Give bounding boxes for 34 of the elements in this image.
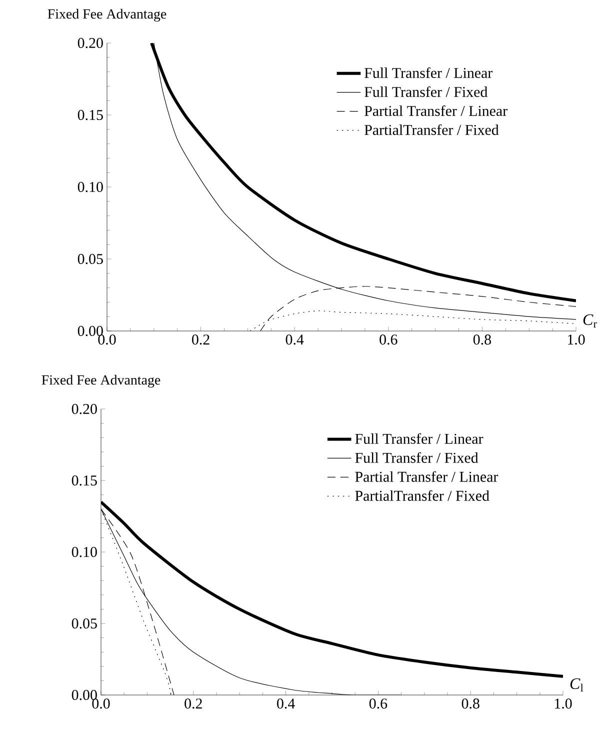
y-tick-label: 0.20 bbox=[78, 38, 103, 48]
y-tick-label: 0.05 bbox=[78, 254, 103, 264]
y-tick-label: 0.15 bbox=[78, 110, 103, 120]
x-tick-label: 0.4 bbox=[286, 334, 304, 345]
x-tick-label: 0.4 bbox=[277, 698, 295, 709]
y-axis-title: Fixed Fee Advantage bbox=[42, 374, 160, 388]
x-tick-label: 0.6 bbox=[380, 334, 398, 345]
y-tick-label: 0.10 bbox=[78, 182, 103, 192]
y-tick-label: 0.20 bbox=[72, 404, 97, 414]
legend-label: PartialTransfer / Fixed bbox=[355, 490, 490, 501]
x-tick-label: 0.8 bbox=[462, 698, 480, 709]
y-tick-label: 0.00 bbox=[78, 326, 103, 336]
y-tick-label: 0.10 bbox=[72, 546, 97, 558]
legend-label: Partial Transfer / Linear bbox=[355, 471, 498, 482]
y-tick-label: 0.00 bbox=[72, 690, 97, 700]
legend-label: Full Transfer / Fixed bbox=[355, 452, 478, 463]
x-axis-title: C$_{r}$ bbox=[583, 314, 597, 328]
legend-label: Full Transfer / Linear bbox=[364, 67, 493, 78]
y-axis-title: Fixed Fee Advantage bbox=[48, 8, 166, 22]
y-tick-label: 0.15 bbox=[72, 475, 97, 486]
x-tick-label: 0.0 bbox=[92, 698, 110, 709]
legend-label: Partial Transfer / Linear bbox=[364, 105, 508, 116]
x-axis-title: C$_{l}$ bbox=[570, 678, 584, 692]
x-tick-label: 0.2 bbox=[184, 698, 202, 709]
y-tick-label: 0.05 bbox=[72, 618, 97, 629]
x-tick-label: 1.0 bbox=[568, 334, 585, 345]
legend-label: PartialTransfer / Fixed bbox=[364, 124, 499, 135]
x-tick-label: 1.0 bbox=[554, 698, 572, 709]
x-tick-label: 0.6 bbox=[369, 698, 388, 709]
legend-label: Full Transfer / Fixed bbox=[364, 86, 488, 98]
x-tick-label: 0.8 bbox=[473, 334, 491, 345]
x-tick-label: 0.2 bbox=[192, 334, 210, 345]
legend-label: Full Transfer / Linear bbox=[355, 433, 484, 444]
x-tick-label: 0.0 bbox=[98, 334, 116, 345]
